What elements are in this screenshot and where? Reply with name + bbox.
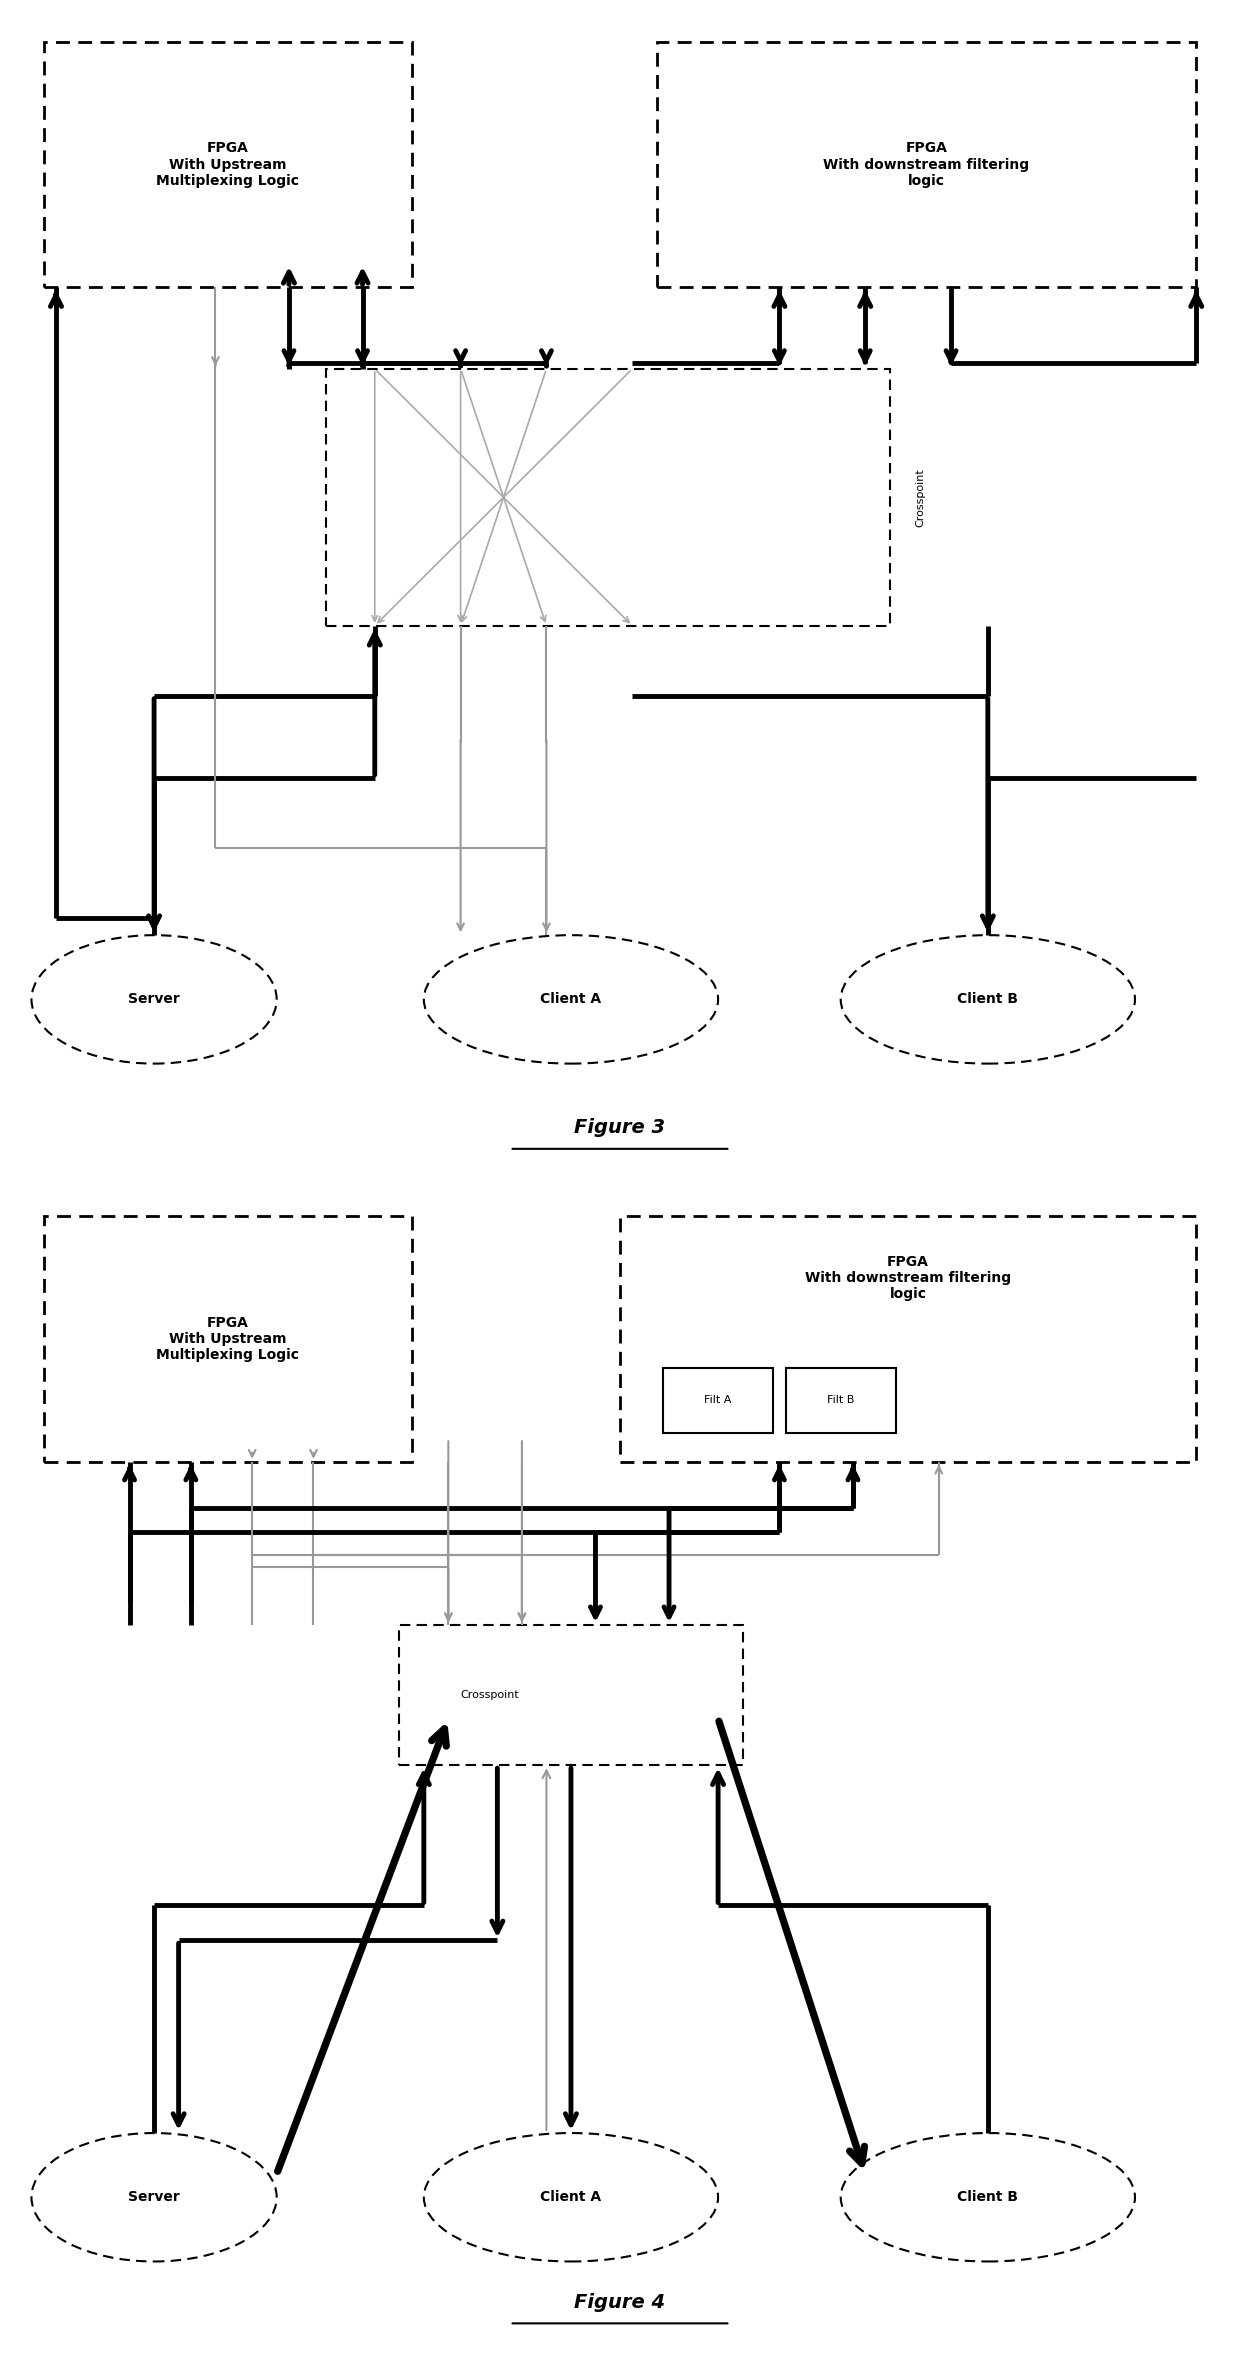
Bar xyxy=(43,1216,412,1461)
Text: Client B: Client B xyxy=(957,2191,1018,2205)
Bar xyxy=(657,42,1197,287)
Bar xyxy=(785,1369,895,1432)
Ellipse shape xyxy=(31,2132,277,2262)
Text: Client A: Client A xyxy=(541,992,601,1006)
Bar xyxy=(399,1626,743,1765)
Text: Figure 3: Figure 3 xyxy=(574,1119,666,1138)
Text: FPGA
With downstream filtering
logic: FPGA With downstream filtering logic xyxy=(823,141,1029,188)
Ellipse shape xyxy=(424,2132,718,2262)
Ellipse shape xyxy=(31,935,277,1063)
Text: Client A: Client A xyxy=(541,2191,601,2205)
Text: Crosspoint: Crosspoint xyxy=(460,1689,520,1701)
Ellipse shape xyxy=(841,935,1135,1063)
Text: Client B: Client B xyxy=(957,992,1018,1006)
Text: Server: Server xyxy=(128,2191,180,2205)
Text: FPGA
With Upstream
Multiplexing Logic: FPGA With Upstream Multiplexing Logic xyxy=(156,141,299,188)
Bar xyxy=(663,1369,774,1432)
Text: Crosspoint: Crosspoint xyxy=(915,469,925,528)
Text: FPGA
With Upstream
Multiplexing Logic: FPGA With Upstream Multiplexing Logic xyxy=(156,1317,299,1362)
Ellipse shape xyxy=(841,2132,1135,2262)
Bar xyxy=(620,1216,1197,1461)
Ellipse shape xyxy=(424,935,718,1063)
Text: Server: Server xyxy=(128,992,180,1006)
Text: Filt A: Filt A xyxy=(704,1395,732,1407)
Bar xyxy=(43,42,412,287)
Text: FPGA
With downstream filtering
logic: FPGA With downstream filtering logic xyxy=(805,1256,1011,1301)
Text: Filt B: Filt B xyxy=(827,1395,854,1407)
Bar xyxy=(326,370,890,627)
Text: Figure 4: Figure 4 xyxy=(574,2292,666,2311)
